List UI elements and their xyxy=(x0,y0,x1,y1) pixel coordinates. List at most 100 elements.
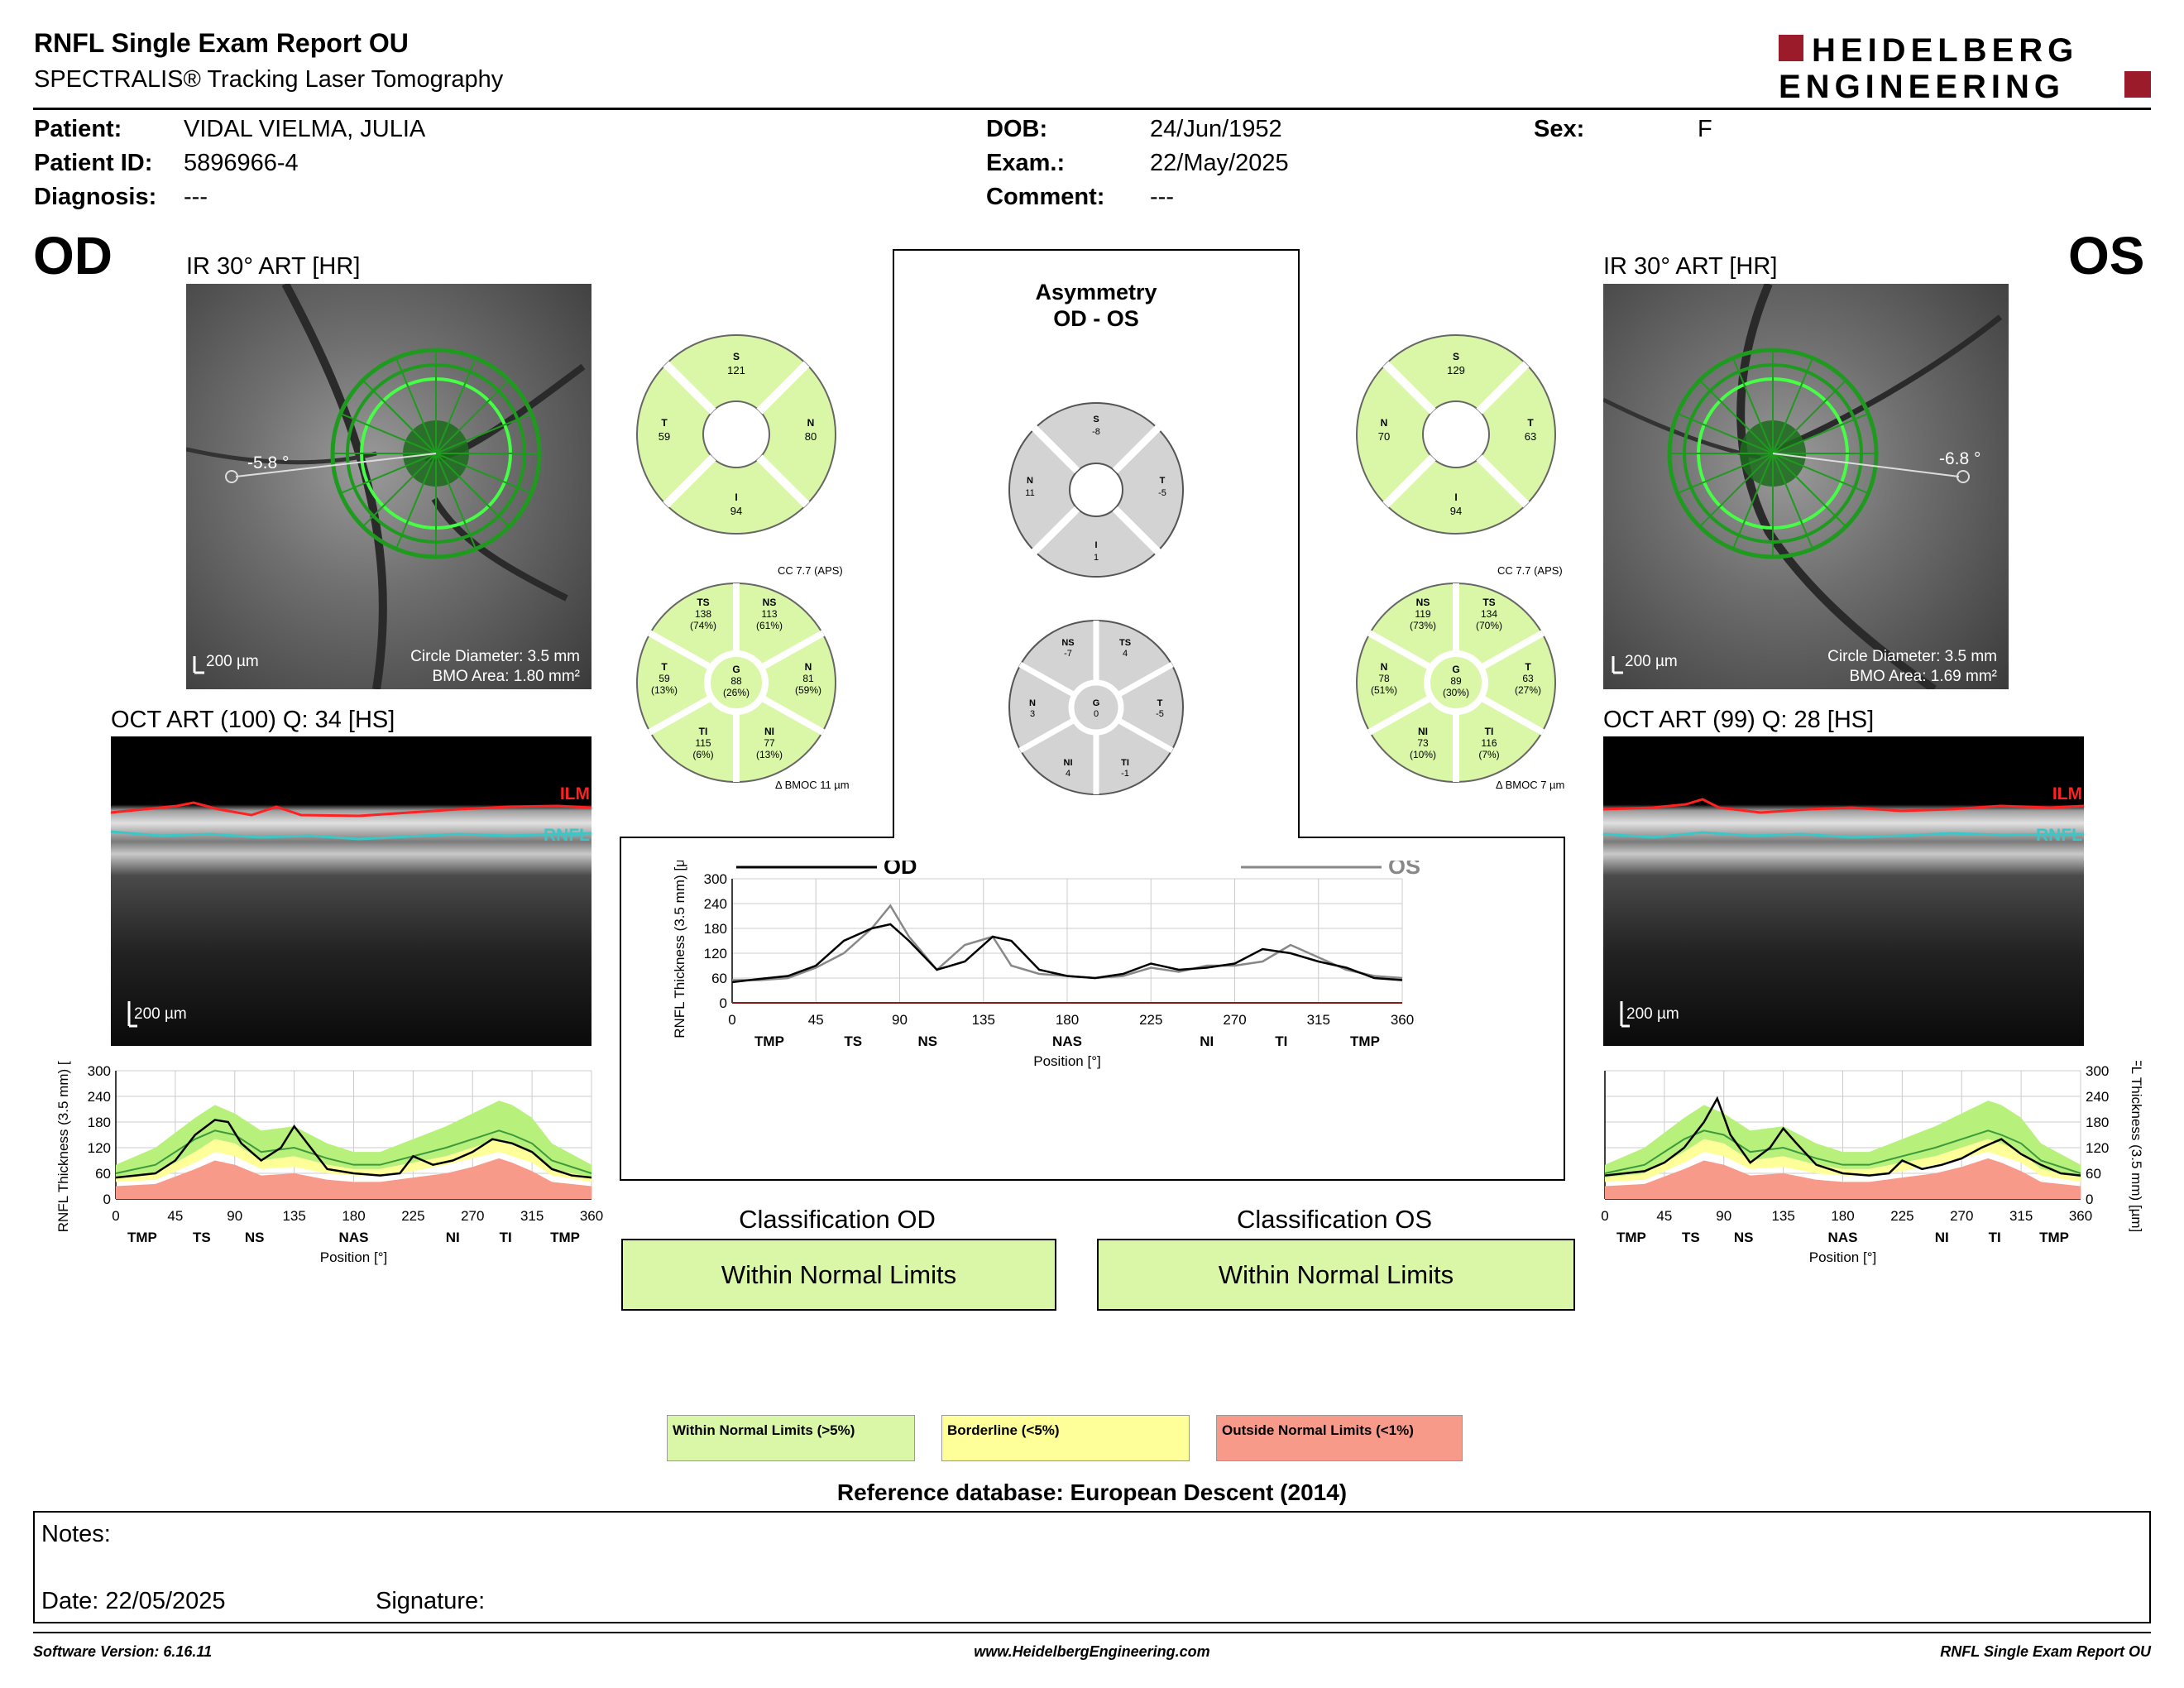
x-tick-label: 225 xyxy=(401,1208,424,1224)
x-tick-label: 360 xyxy=(580,1208,603,1224)
svg-text:88: 88 xyxy=(730,675,742,687)
patient-label: Patient: xyxy=(34,116,122,142)
svg-text:S: S xyxy=(1093,415,1099,424)
y-tick-label: 240 xyxy=(2086,1089,2109,1105)
os-fundus-image[interactable]: -6.8 ° 200 µm Circle Diameter: 3.5 mm BM… xyxy=(1603,284,2009,689)
svg-text:T: T xyxy=(1157,698,1163,708)
svg-text:59: 59 xyxy=(659,673,670,684)
svg-text:I: I xyxy=(1454,492,1457,503)
logo-red-square-bottom xyxy=(2124,71,2151,98)
od-s4-i-label: I xyxy=(735,492,737,503)
svg-text:N: N xyxy=(1027,476,1033,486)
svg-text:NI: NI xyxy=(764,726,774,737)
os-bmo-area: BMO Area: 1.69 mm² xyxy=(1849,668,1997,685)
svg-text:0: 0 xyxy=(1094,709,1099,719)
classification-os-value: Within Normal Limits xyxy=(1218,1259,1454,1289)
x-tick-label: 90 xyxy=(227,1208,242,1224)
footer-website[interactable]: www.HeidelbergEngineering.com xyxy=(974,1643,1210,1660)
svg-text:4: 4 xyxy=(1066,769,1070,779)
classification-os-title: Classification OS xyxy=(1236,1205,1433,1234)
heidelberg-logo: HEIDELBERG ENGINEERING xyxy=(1779,32,2151,103)
svg-text:(27%): (27%) xyxy=(1515,684,1541,696)
comment-label: Comment: xyxy=(986,184,1105,210)
y-tick-label: 0 xyxy=(720,995,727,1011)
svg-text:-8: -8 xyxy=(1092,427,1100,437)
os-ilm-label: ILM xyxy=(2052,784,2082,803)
y-tick-label: 300 xyxy=(2086,1063,2109,1079)
region-label: NS xyxy=(1734,1230,1754,1245)
svg-text:1: 1 xyxy=(1094,553,1099,563)
report-subtitle: SPECTRALIS® Tracking Laser Tomography xyxy=(34,66,504,93)
legend-os-label: OS xyxy=(1388,861,1420,879)
region-label: TMP xyxy=(1350,1033,1380,1049)
od-circle-diameter: Circle Diameter: 3.5 mm xyxy=(410,648,580,665)
od-fundus-image[interactable]: -5.8 ° 200 µm Circle Diameter: 3.5 mm BM… xyxy=(186,284,592,689)
od-oct-bscan[interactable]: ILM RNFL 200 µm xyxy=(111,736,592,1046)
od-oct-title: OCT ART (100) Q: 34 [HS] xyxy=(111,707,395,733)
notes-box[interactable]: Notes: Date: 22/05/2025 Signature: xyxy=(33,1511,2151,1623)
y-tick-label: 120 xyxy=(2086,1140,2109,1156)
svg-text:77: 77 xyxy=(764,737,775,749)
svg-text:N: N xyxy=(805,661,812,673)
normative-mean-line xyxy=(115,1129,592,1174)
svg-text:TS: TS xyxy=(697,597,709,608)
x-tick-label: 0 xyxy=(1601,1208,1608,1224)
svg-text:70: 70 xyxy=(1378,430,1390,443)
x-tick-label: 180 xyxy=(1831,1208,1854,1224)
region-label: TS xyxy=(1682,1230,1700,1245)
region-label: NAS xyxy=(1052,1033,1082,1049)
region-label: TMP xyxy=(127,1230,157,1245)
od-eye-label: OD xyxy=(33,226,113,285)
classification-od-title: Classification OD xyxy=(739,1205,936,1234)
normal-band xyxy=(1605,1101,2081,1178)
y-tick-label: 60 xyxy=(95,1166,111,1182)
sex-value: F xyxy=(1698,116,1712,142)
svg-text:3: 3 xyxy=(1030,709,1035,719)
x-tick-label: 360 xyxy=(1391,1012,1414,1028)
svg-text:(6%): (6%) xyxy=(692,749,713,760)
svg-text:(59%): (59%) xyxy=(795,684,821,696)
svg-text:(61%): (61%) xyxy=(756,620,783,631)
y-axis-label: RNFL Thickness (3.5 mm) [µm] xyxy=(672,861,687,1038)
svg-text:89: 89 xyxy=(1450,675,1462,687)
svg-text:(30%): (30%) xyxy=(1443,687,1469,698)
od-s4-t-label: T xyxy=(661,417,668,429)
svg-text:NI: NI xyxy=(1418,726,1428,737)
svg-text:-5: -5 xyxy=(1156,709,1164,719)
svg-text:(7%): (7%) xyxy=(1478,749,1499,760)
borderline-band xyxy=(1605,1139,2081,1182)
logo-red-square-top xyxy=(1779,35,1803,61)
region-label: NI xyxy=(1200,1033,1214,1049)
region-label: TMP xyxy=(754,1033,784,1049)
svg-text:78: 78 xyxy=(1378,673,1390,684)
svg-text:I: I xyxy=(1094,540,1097,550)
os-angle: -6.8 ° xyxy=(1939,449,1981,468)
region-label: TMP xyxy=(1616,1230,1646,1245)
x-tick-label: 90 xyxy=(892,1012,908,1028)
notes-signature: Signature: xyxy=(376,1588,486,1614)
comment-value: --- xyxy=(1150,184,1174,210)
classification-od-value: Within Normal Limits xyxy=(721,1259,957,1289)
reference-database: Reference database: European Descent (20… xyxy=(836,1479,1348,1505)
svg-text:4: 4 xyxy=(1123,649,1128,659)
y-tick-label: 60 xyxy=(2086,1166,2101,1182)
os-oct-bscan[interactable]: ILM RNFL 200 µm xyxy=(1603,736,2084,1046)
report-title: RNFL Single Exam Report OU xyxy=(34,28,409,58)
x-tick-label: 225 xyxy=(1890,1208,1913,1224)
od-oct-overlay xyxy=(111,801,592,1028)
od-s4-n-label: N xyxy=(807,417,815,429)
y-tick-label: 300 xyxy=(88,1063,111,1079)
svg-text:NS: NS xyxy=(1416,597,1430,608)
od-fundus-overlay xyxy=(186,284,586,689)
svg-text:TI: TI xyxy=(699,726,708,737)
svg-text:-1: -1 xyxy=(1121,769,1129,779)
x-tick-label: 135 xyxy=(972,1012,995,1028)
svg-text:NS: NS xyxy=(763,597,777,608)
os-sector4-chart: S 129 N 70 I 94 T 63 xyxy=(1356,334,1556,535)
svg-text:-7: -7 xyxy=(1064,649,1072,659)
series-os-line xyxy=(732,904,1403,981)
svg-text:G: G xyxy=(1093,698,1100,708)
